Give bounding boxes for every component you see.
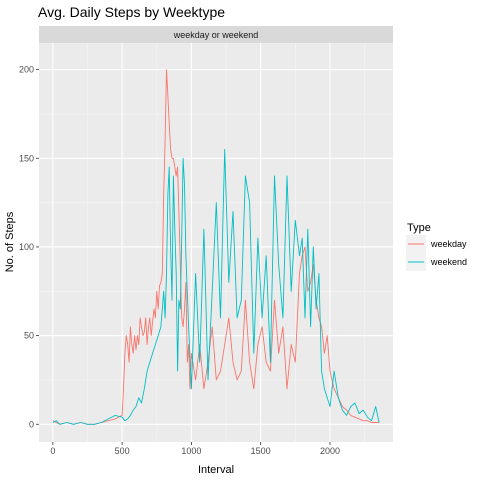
y-tick-label: 150	[19, 153, 34, 163]
series-line-weekend	[52, 148, 380, 425]
series-layer	[52, 69, 380, 425]
y-axis-title: No. of Steps	[4, 211, 16, 272]
legend: Type weekday weekend	[406, 222, 467, 271]
x-tick-label: 1500	[251, 446, 271, 456]
y-tick-label: 100	[19, 242, 34, 252]
x-tick-label: 1000	[181, 446, 201, 456]
axes: 0 500 1000 1500 2000 0 50 100 150 200	[19, 65, 340, 456]
y-tick-label: 50	[24, 331, 34, 341]
legend-label-weekday: weekday	[430, 239, 467, 249]
x-tick-label: 2000	[320, 446, 340, 456]
grid-lines	[39, 43, 393, 442]
legend-title: Type	[407, 222, 431, 234]
x-axis-title: Interval	[198, 464, 234, 476]
chart-title: Avg. Daily Steps by Weektype	[38, 4, 225, 20]
x-tick-label: 500	[115, 446, 130, 456]
facet-strip	[39, 26, 393, 43]
y-tick-label: 0	[29, 419, 34, 429]
x-tick-label: 0	[50, 446, 55, 456]
facet-strip-label: weekday or weekend	[173, 30, 259, 40]
y-tick-label: 200	[19, 65, 34, 75]
plot-panel	[39, 43, 393, 442]
legend-label-weekend: weekend	[430, 257, 467, 267]
